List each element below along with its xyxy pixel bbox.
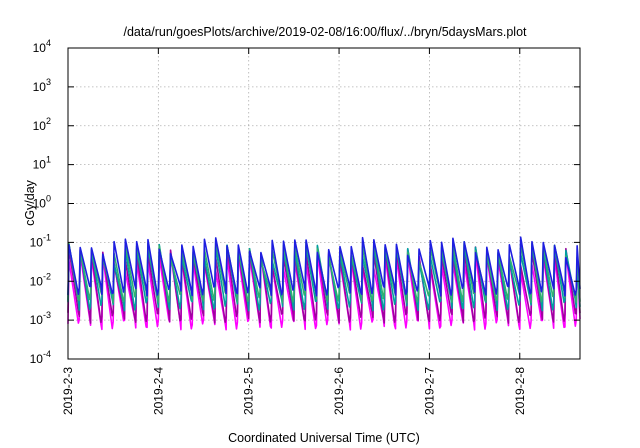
y-tick-label: 10-2 <box>30 271 51 288</box>
x-tick-label: 2019-2-7 <box>422 367 436 415</box>
series-group <box>67 236 581 331</box>
series-line <box>67 236 581 297</box>
y-tick-label: 10-4 <box>30 349 51 366</box>
x-axis: 2019-2-3 2019-2-4 2019-2-5 2019-2-6 2019-2-7… <box>61 48 527 415</box>
y-tick-label: 100 <box>33 194 51 211</box>
y-tick-label: 102 <box>33 116 51 133</box>
x-tick-label: 2019-2-3 <box>61 367 75 415</box>
x-tick-label: 2019-2-6 <box>332 367 346 415</box>
y-tick-label: 10-1 <box>30 232 51 249</box>
y-axis: 10-4 10-3 10-2 10-1 100 101 102 103 104 <box>30 38 580 366</box>
x-tick-label: 2019-2-5 <box>242 367 256 415</box>
x-axis-label: Coordinated Universal Time (UTC) <box>228 431 420 445</box>
y-axis-label: cGy/day <box>23 179 37 226</box>
x-tick-label: 2019-2-4 <box>151 367 165 415</box>
x-tick-label: 2019-2-8 <box>513 367 527 415</box>
y-tick-label: 103 <box>33 77 51 94</box>
y-tick-label: 101 <box>33 155 51 172</box>
y-tick-label: 10-3 <box>30 310 51 327</box>
chart-title: /data/run/goesPlots/archive/2019-02-08/1… <box>123 25 527 39</box>
y-tick-label: 104 <box>33 38 51 55</box>
